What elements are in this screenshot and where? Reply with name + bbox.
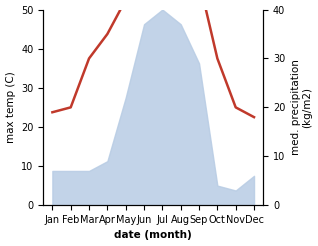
Y-axis label: max temp (C): max temp (C)	[5, 72, 16, 143]
X-axis label: date (month): date (month)	[114, 231, 192, 240]
Y-axis label: med. precipitation
(kg/m2): med. precipitation (kg/m2)	[291, 60, 313, 155]
